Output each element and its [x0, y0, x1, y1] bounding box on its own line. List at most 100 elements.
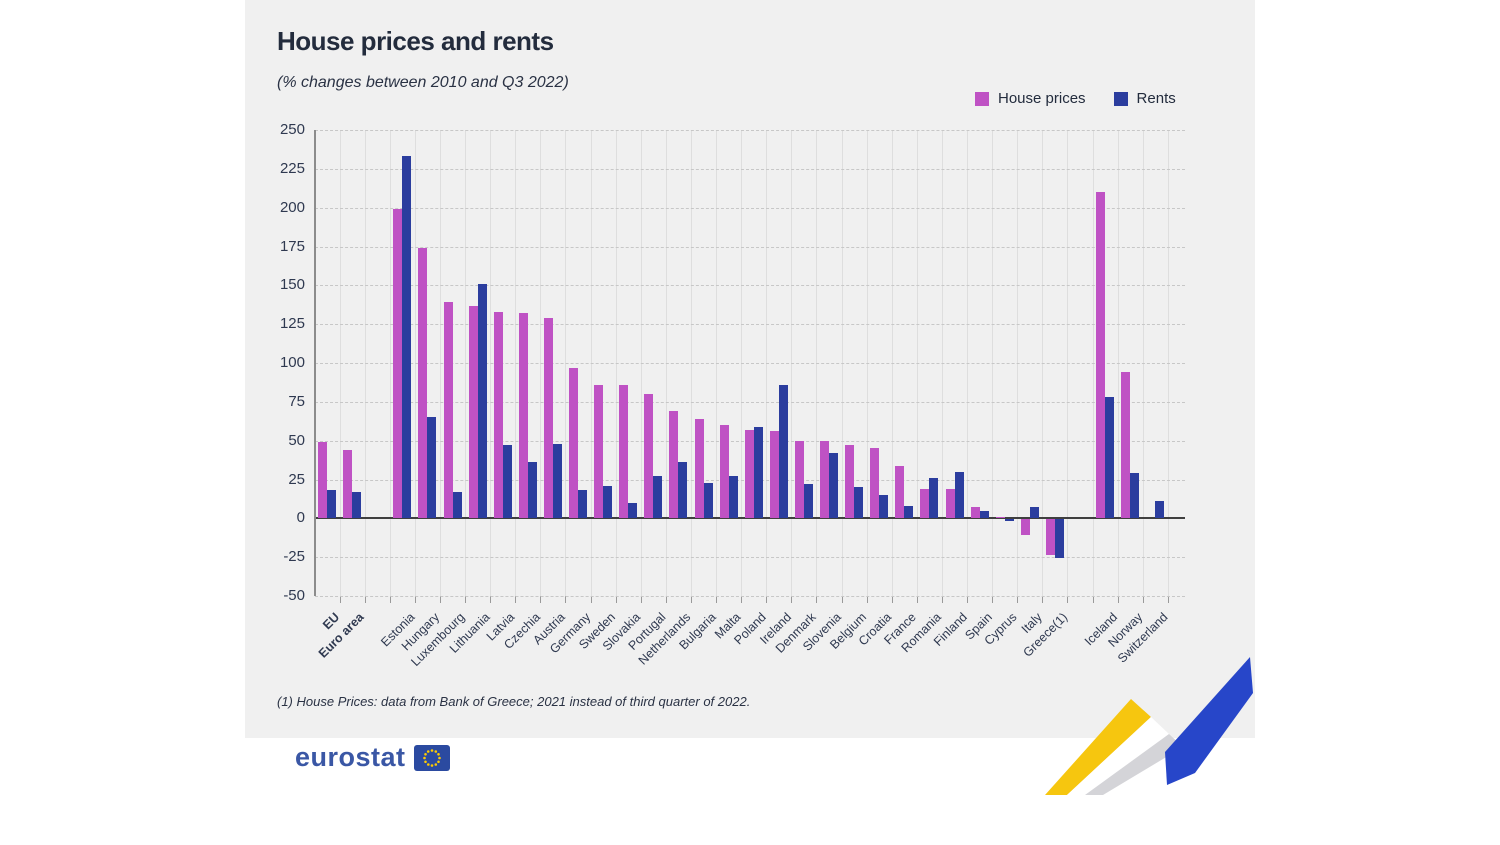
- x-axis-tick: [1092, 596, 1094, 603]
- x-axis-tick: [1067, 596, 1069, 603]
- bar-rents-Switzerland: [1155, 501, 1165, 519]
- bar-chart-plot-area: 250 225 200 175 150 125 100 75 50 25 0 -25 -50 EU Euro…: [280, 121, 1185, 669]
- x-axis-tick: [590, 596, 592, 603]
- bar-house-prices-Slovenia: [820, 440, 829, 519]
- bar-rents-Cyprus: [1004, 519, 1014, 521]
- y-axis-label: -50: [283, 587, 305, 604]
- bar-rents-Slovakia: [628, 502, 638, 519]
- bar-house-prices-Iceland: [1096, 192, 1106, 519]
- x-axis-tick: [465, 596, 467, 603]
- rents-swatch: [1113, 91, 1128, 106]
- bar-rents-Belgium: [854, 487, 864, 519]
- bar-house-prices-Malta: [719, 425, 729, 519]
- x-axis-tick: [716, 596, 718, 603]
- bar-house-prices-Latvia: [493, 311, 503, 519]
- horizontal-gridline: [315, 557, 1185, 559]
- bar-rents-Slovenia: [829, 453, 838, 519]
- decorative-ribbon: [1045, 657, 1253, 795]
- y-axis-label: 250: [279, 121, 305, 138]
- bar-rents-Luxembourg: [452, 491, 462, 519]
- horizontal-gridline: [315, 168, 1185, 170]
- bar-rents-Ireland: [778, 384, 788, 519]
- y-axis-label: 100: [279, 354, 305, 371]
- bar-rents-EU: [327, 490, 336, 519]
- bar-house-prices-Poland: [744, 429, 754, 519]
- bar-rents-Euro area: [352, 491, 362, 519]
- horizontal-gridline: [315, 246, 1185, 248]
- x-axis-tick: [992, 596, 994, 603]
- y-axis-label: 25: [288, 470, 305, 488]
- chart-footnote: (1) House Prices: data from Bank of Gree…: [277, 694, 751, 709]
- bar-rents-Greece(1): [1054, 519, 1064, 559]
- bar-rents-Romania: [929, 477, 939, 519]
- x-axis-tick: [640, 596, 642, 603]
- bar-rents-Poland: [753, 426, 763, 519]
- bar-house-prices-Belgium: [845, 445, 855, 519]
- x-axis-zero-line: [315, 517, 1185, 520]
- bar-house-prices-Finland: [945, 488, 955, 519]
- x-axis-tick: [665, 596, 667, 603]
- legend-label-house-prices: House prices: [998, 90, 1086, 107]
- bar-house-prices-Croatia: [870, 448, 880, 519]
- x-axis-tick: [615, 596, 617, 603]
- bar-rents-Finland: [954, 471, 964, 519]
- bar-house-prices-EU: [318, 442, 327, 519]
- bar-house-prices-Hungary: [418, 248, 428, 519]
- bar-house-prices-Bulgaria: [694, 418, 704, 519]
- x-axis-tick: [690, 596, 692, 603]
- bar-rents-Sweden: [603, 485, 613, 519]
- bar-house-prices-Cyprus: [995, 516, 1005, 519]
- bar-house-prices-Ireland: [769, 431, 779, 519]
- x-axis-tick: [389, 596, 391, 603]
- horizontal-gridline: [315, 207, 1185, 209]
- y-axis-label: 50: [288, 431, 305, 449]
- x-axis-tick: [490, 596, 492, 603]
- bar-house-prices-Slovakia: [619, 384, 629, 519]
- y-axis-label: 225: [279, 159, 305, 177]
- horizontal-gridline: [315, 363, 1185, 364]
- x-axis-tick: [816, 596, 818, 603]
- x-axis-tick: [439, 596, 441, 603]
- bar-rents-Latvia: [502, 445, 512, 519]
- horizontal-gridline: [315, 401, 1185, 403]
- bar-rents-Germany: [578, 490, 587, 519]
- legend-item-house-prices: House prices: [975, 90, 1086, 107]
- x-axis-tick: [414, 596, 416, 603]
- y-axis-line: [314, 130, 316, 596]
- y-axis-label: 75: [288, 392, 305, 410]
- bar-house-prices-Netherlands: [669, 411, 679, 519]
- bar-house-prices-Czechia: [518, 313, 528, 519]
- bar-house-prices-Germany: [569, 367, 578, 519]
- x-axis-tick: [1017, 596, 1019, 603]
- bar-house-prices-Norway: [1121, 372, 1131, 519]
- bar-rents-Portugal: [653, 476, 663, 519]
- bar-house-prices-France: [895, 465, 905, 519]
- bar-rents-Austria: [552, 443, 562, 519]
- horizontal-gridline: [315, 596, 1185, 597]
- bar-rents-Croatia: [879, 495, 889, 519]
- bar-rents-Lithuania: [477, 283, 487, 519]
- bar-house-prices-Italy: [1020, 519, 1030, 535]
- bar-rents-Italy: [1029, 507, 1039, 519]
- bar-rents-France: [904, 505, 914, 519]
- x-axis-tick: [339, 596, 341, 603]
- horizontal-gridline: [315, 130, 1185, 131]
- x-axis-tick: [967, 596, 969, 603]
- bar-house-prices-Luxembourg: [443, 302, 453, 519]
- bar-house-prices-Portugal: [644, 394, 654, 519]
- x-axis-tick: [1042, 596, 1044, 603]
- bar-house-prices-Austria: [543, 317, 553, 519]
- bar-house-prices-Greece(1): [1045, 519, 1055, 556]
- y-axis-label: 200: [279, 198, 305, 216]
- bar-house-prices-Denmark: [794, 440, 804, 519]
- horizontal-gridline: [315, 285, 1185, 287]
- bar-rents-Iceland: [1105, 397, 1115, 519]
- bar-rents-Norway: [1130, 473, 1140, 519]
- x-axis-tick: [741, 596, 743, 603]
- eurostat-logo: eurostat: [295, 742, 450, 773]
- x-axis-tick: [766, 596, 768, 603]
- bar-rents-Denmark: [803, 484, 813, 519]
- bar-rents-Estonia: [402, 156, 412, 519]
- chart-subtitle: (% changes between 2010 and Q3 2022): [277, 74, 569, 91]
